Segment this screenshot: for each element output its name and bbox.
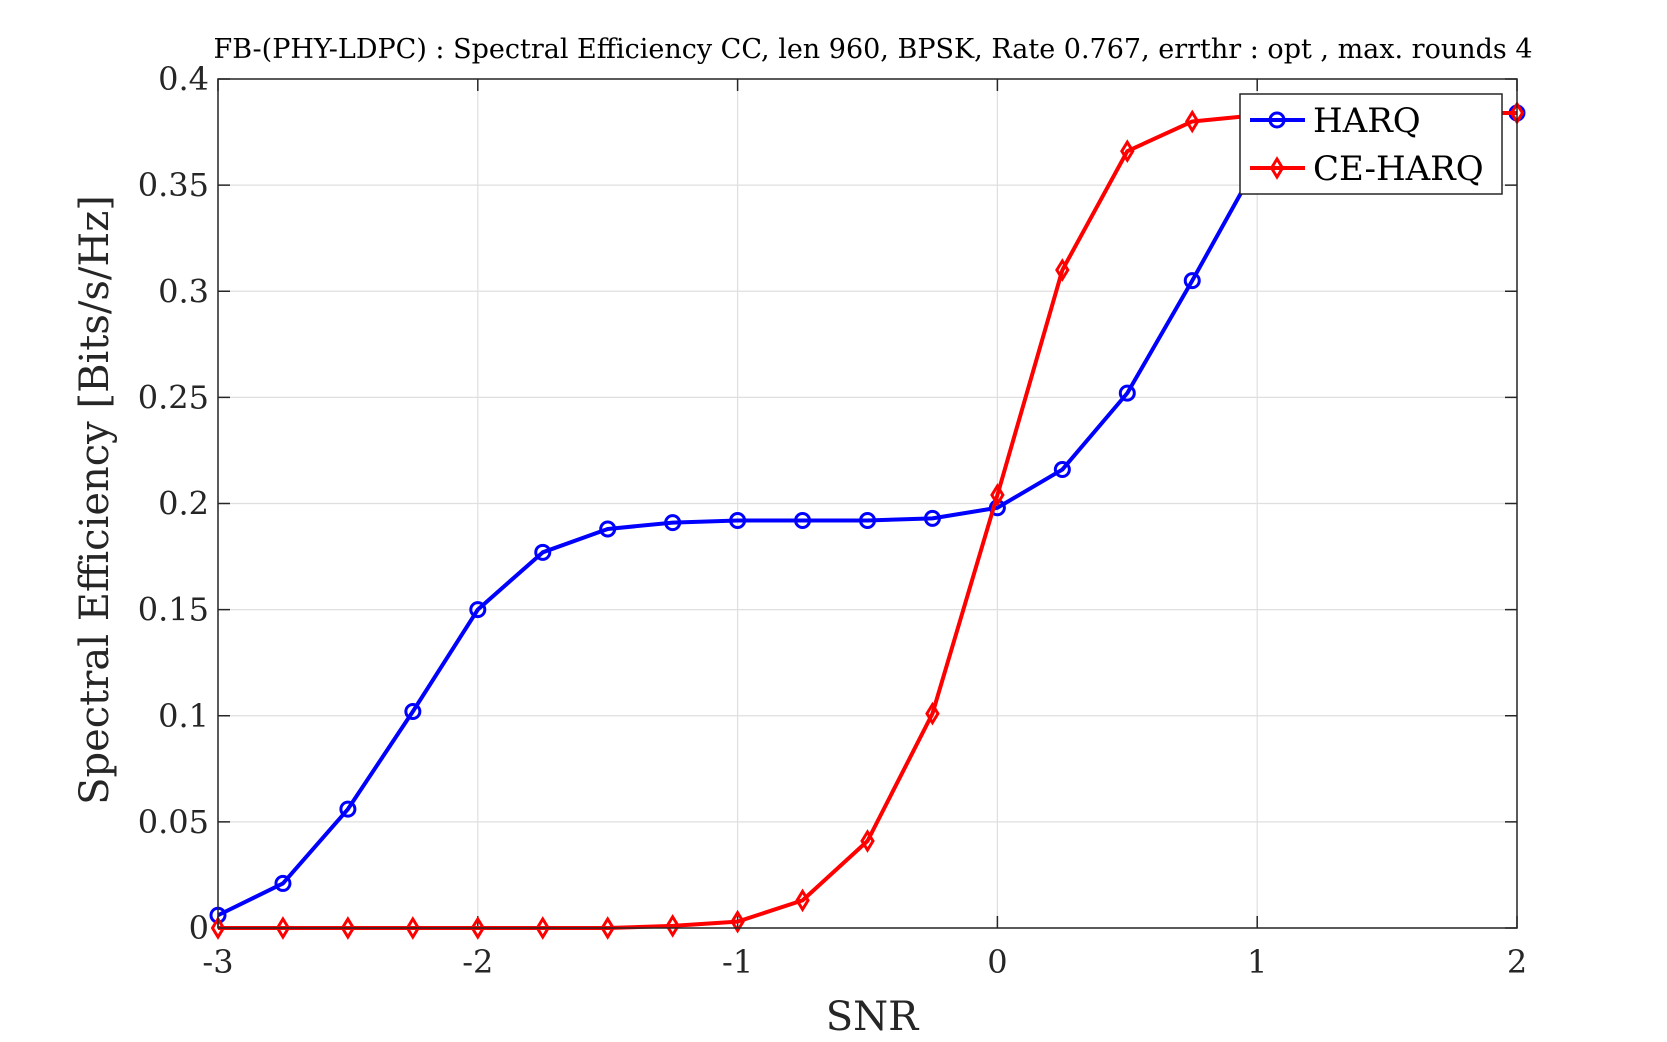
- x-tick-label: 0: [987, 943, 1007, 981]
- y-tick-label: 0: [189, 909, 209, 947]
- x-tick-label: -1: [722, 943, 753, 981]
- harq-point: [729, 511, 747, 529]
- harq-point: [859, 511, 876, 529]
- ce-harq-point: [795, 888, 810, 913]
- harq-point: [1053, 461, 1071, 479]
- ce-harq-point: [470, 916, 486, 940]
- ce-harq-point: [600, 916, 615, 940]
- ce-harq-point: [405, 916, 421, 940]
- y-axis-title: Spectral Efficiency [Bits/s/Hz]: [72, 195, 118, 805]
- y-tick-label: 0.35: [138, 166, 209, 204]
- y-tick-label: 0.4: [158, 60, 209, 98]
- harq-point: [794, 511, 812, 529]
- legend-box: [1239, 93, 1503, 195]
- y-tick-label: 0.25: [138, 378, 209, 416]
- harq-point: [534, 543, 552, 561]
- y-tick-label: 0.15: [138, 591, 209, 629]
- x-tick-label: 2: [1507, 943, 1527, 981]
- tick-labels: -3 -2 -1 0 1 2 0 0.05 0.1 0.15 0.2 0.25 0.3 0.35 0.4: [138, 60, 1527, 981]
- x-tick-label: -3: [202, 943, 233, 981]
- ce-harq-point: [990, 483, 1005, 507]
- ce-harq-point: [535, 916, 551, 940]
- ce-harq-point: [1055, 258, 1070, 282]
- x-tick-label: -2: [462, 943, 493, 981]
- ce-harq-point: [275, 916, 291, 940]
- ce-harq-point: [340, 916, 356, 940]
- ce-harq-point: [1184, 109, 1200, 134]
- y-tick-label: 0.3: [158, 272, 209, 310]
- legend-marker-ce-harq: [1269, 156, 1285, 180]
- harq-point: [339, 800, 357, 818]
- plot-frame: [217, 78, 1518, 929]
- harq-point: [404, 703, 422, 721]
- ce-harq-point: [925, 701, 940, 726]
- ce-harq-point: [730, 909, 745, 934]
- legend-marker-harq: [1268, 111, 1286, 129]
- ce-harq-point: [665, 914, 680, 938]
- harq-point: [664, 514, 682, 532]
- legend-label-harq: HARQ: [1313, 101, 1421, 141]
- harq-point: [1118, 384, 1136, 402]
- x-axis-title: SNR: [826, 994, 920, 1040]
- chart-title: FB-(PHY-LDPC) : Spectral Efficiency CC, …: [213, 34, 1532, 65]
- harq-point: [469, 601, 487, 619]
- legend: HARQ CE-HARQ: [1239, 93, 1503, 195]
- y-tick-label: 0.05: [138, 803, 209, 841]
- ce-harq-point: [210, 916, 226, 940]
- legend-label-ce-harq: CE-HARQ: [1313, 149, 1484, 189]
- harq-point: [923, 509, 941, 527]
- ce-harq-point: [860, 829, 875, 853]
- harq-point: [274, 874, 292, 892]
- harq-point: [599, 520, 617, 538]
- x-tick-label: 1: [1247, 943, 1267, 981]
- ce-harq-point: [1120, 139, 1135, 164]
- harq-point: [1183, 272, 1201, 290]
- y-tick-label: 0.1: [158, 697, 209, 735]
- y-tick-label: 0.2: [158, 485, 209, 523]
